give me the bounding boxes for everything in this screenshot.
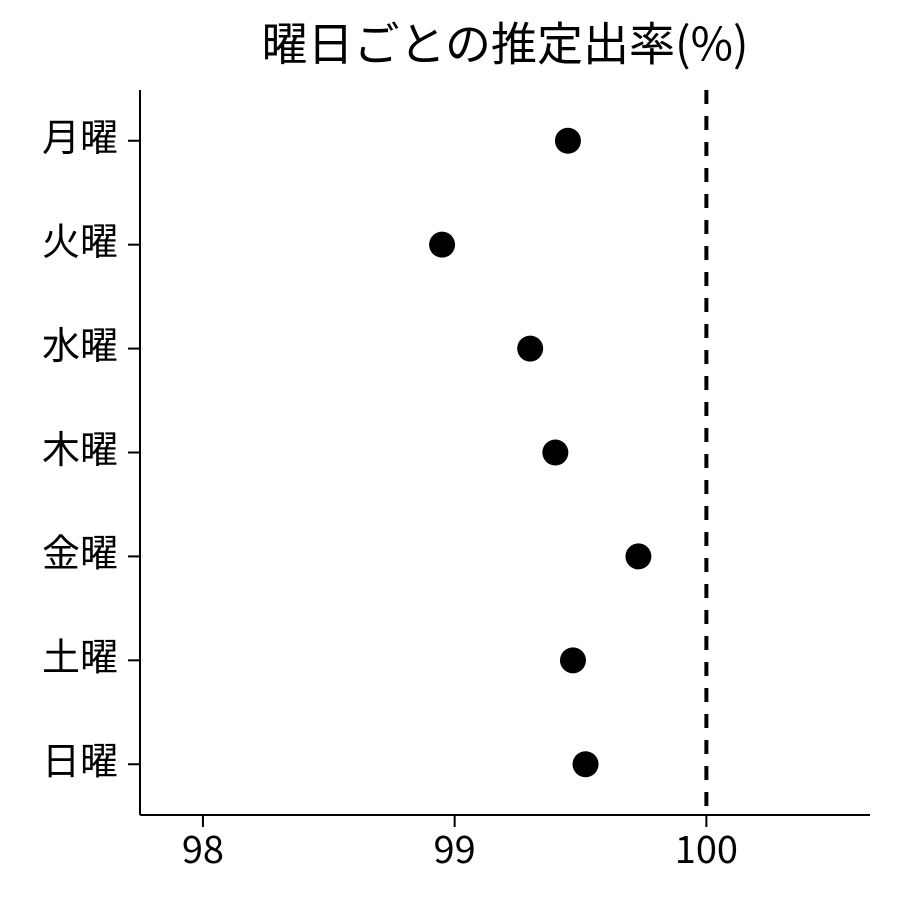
y-tick-label: 金曜	[42, 523, 118, 578]
data-point	[555, 128, 581, 154]
y-tick-label: 月曜	[42, 107, 118, 162]
data-point	[560, 647, 586, 673]
data-point	[542, 440, 568, 466]
y-tick-label: 土曜	[42, 627, 118, 682]
dot-plot-chart: 曜日ごとの推定出率(%) 98 99 100 月曜火曜水曜木曜金曜土曜日曜	[0, 0, 900, 900]
chart-title: 曜日ごとの推定出率(%)	[261, 8, 748, 74]
x-tick-label: 100	[675, 819, 738, 874]
y-tick-label: 水曜	[42, 315, 118, 370]
data-point	[573, 751, 599, 777]
y-tick-label: 木曜	[42, 419, 118, 474]
data-point	[625, 543, 651, 569]
data-point	[429, 232, 455, 258]
x-tick-label: 98	[182, 819, 224, 874]
x-tick-label: 99	[434, 819, 476, 874]
y-tick-label: 火曜	[42, 211, 118, 266]
y-tick-label: 日曜	[42, 731, 118, 786]
data-point	[517, 336, 543, 362]
